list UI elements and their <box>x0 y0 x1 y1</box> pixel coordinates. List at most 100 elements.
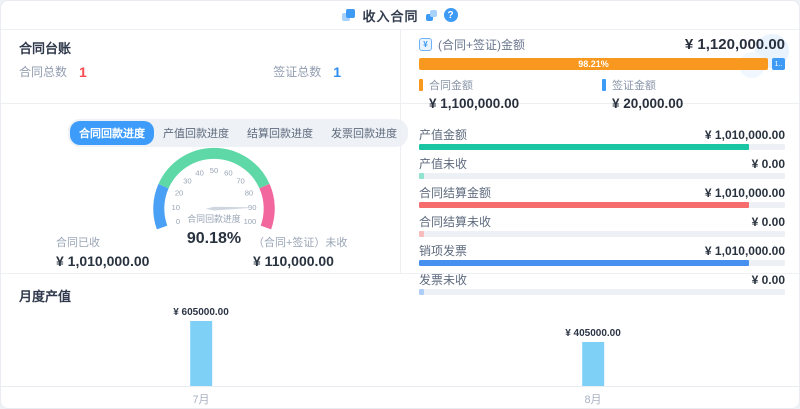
bar-group-august: ¥ 405000.00 <box>565 328 621 386</box>
header: 收入合同 ? <box>1 1 799 30</box>
bar-value-label: ¥ 605000.00 <box>173 307 229 318</box>
stat-value: 1 <box>333 63 341 80</box>
received-label: 合同已收 <box>56 237 100 249</box>
legend-value: ¥ 1,100,000.00 <box>429 96 520 111</box>
progress-track <box>419 173 785 179</box>
bar-august[interactable] <box>582 342 604 386</box>
contract-copy-icon <box>425 9 437 21</box>
row-output-invoice: 销项发票 ¥ 1,010,000.00 <box>419 244 785 266</box>
row-invoice-unreceived: 发票未收 ¥ 0.00 <box>419 273 785 295</box>
horizontal-divider <box>1 103 799 104</box>
unreceived-label: （合同+签证）未收 <box>253 237 348 249</box>
row-value: ¥ 0.00 <box>751 272 785 287</box>
legend-marker <box>419 79 423 91</box>
row-settlement-amount: 合同结算金额 ¥ 1,010,000.00 <box>419 186 785 208</box>
progress-fill <box>419 144 750 150</box>
legend-label: 签证金额 <box>612 80 656 92</box>
row-value: ¥ 1,010,000.00 <box>704 127 785 142</box>
row-label: 合同结算金额 <box>419 186 492 200</box>
progress-track <box>419 144 785 150</box>
legend-contract-amount: 合同金额 ¥ 1,100,000.00 <box>419 77 602 111</box>
tab-output-collection[interactable]: 产值回款进度 <box>163 128 229 140</box>
ledger-stats: 合同总数 1 签证总数 1 <box>19 63 341 80</box>
contract-ratio-percent: 98.21% <box>578 59 609 69</box>
bar-group-july: ¥ 605000.00 <box>173 307 229 386</box>
svg-text:80: 80 <box>245 189 253 198</box>
contract-received: 合同已收 ¥ 1,010,000.00 <box>56 234 149 269</box>
stat-contract-total: 合同总数 1 <box>19 63 87 80</box>
progress-track <box>419 231 785 237</box>
row-label: 产值未收 <box>419 157 468 171</box>
row-output-unreceived: 产值未收 ¥ 0.00 <box>419 157 785 179</box>
svg-text:70: 70 <box>236 177 244 186</box>
monthly-output-chart: ¥ 605000.00 ¥ 405000.00 7月 8月 <box>1 307 799 406</box>
row-output-amount: 产值金额 ¥ 1,010,000.00 <box>419 128 785 150</box>
progress-fill <box>419 260 750 266</box>
row-value: ¥ 0.00 <box>751 156 785 171</box>
amount-icon: ¥ <box>419 37 432 51</box>
stat-visa-total: 签证总数 1 <box>273 63 341 80</box>
progress-fill <box>419 289 425 295</box>
x-axis-label-july: 7月 <box>192 394 210 406</box>
legend-value: ¥ 20,000.00 <box>612 96 684 111</box>
progress-tabs: 合同回款进度 产值回款进度 结算回款进度 发票回款进度 <box>68 119 408 147</box>
svg-text:10: 10 <box>172 203 180 212</box>
monthly-output-title: 月度产值 <box>19 289 72 304</box>
vertical-divider <box>400 30 401 273</box>
unreceived-value: ¥ 110,000.00 <box>253 253 334 269</box>
gauge-title: 合同回款进度 <box>187 213 241 224</box>
row-label: 合同结算未收 <box>419 215 492 229</box>
tab-settlement-collection[interactable]: 结算回款进度 <box>247 128 313 140</box>
stat-value: 1 <box>79 63 87 80</box>
progress-fill <box>419 202 750 208</box>
progress-track <box>419 202 785 208</box>
received-value: ¥ 1,010,000.00 <box>56 253 150 269</box>
svg-text:30: 30 <box>183 177 191 186</box>
progress-fill <box>419 173 425 179</box>
row-label: 产值金额 <box>419 128 468 142</box>
contract-ledger-panel: 合同台账 合同总数 1 签证总数 1 合同回款进度 产值回款进度 结算回款进度 … <box>1 30 408 273</box>
contract-folder-icon <box>342 8 356 22</box>
contract-unreceived: （合同+签证）未收 ¥ 110,000.00 <box>253 234 347 269</box>
svg-text:20: 20 <box>175 189 183 198</box>
legend-marker <box>602 79 606 91</box>
progress-fill <box>419 231 425 237</box>
legend-label: 合同金额 <box>429 80 473 92</box>
row-value: ¥ 1,010,000.00 <box>704 243 785 258</box>
bar-july[interactable] <box>190 321 212 386</box>
row-label: 发票未收 <box>419 273 468 287</box>
amount-legend: 合同金额 ¥ 1,100,000.00 签证金额 ¥ 20,000.00 <box>419 77 785 111</box>
total-amount-value: ¥ 1,120,000.00 <box>684 35 785 53</box>
row-value: ¥ 1,010,000.00 <box>704 185 785 200</box>
metric-rows: 产值金额 ¥ 1,010,000.00 产值未收 ¥ 0.00 合同结算金额 ¥ 1,… <box>419 128 785 295</box>
progress-track <box>419 260 785 266</box>
help-icon[interactable]: ? <box>443 8 458 22</box>
main-area: 合同台账 合同总数 1 签证总数 1 合同回款进度 产值回款进度 结算回款进度 … <box>1 30 799 295</box>
contract-visa-ratio-bar: 98.21% 1.. <box>419 58 785 70</box>
progress-track <box>419 289 785 295</box>
monthly-output-section: 月度产值 ¥ 605000.00 ¥ 405000.00 7月 8月 <box>1 273 799 408</box>
svg-text:50: 50 <box>210 166 218 175</box>
stat-label: 合同总数 <box>19 65 68 79</box>
svg-text:0: 0 <box>176 217 180 226</box>
gauge-needle <box>205 206 259 211</box>
gauge-value: 90.18% <box>186 230 242 247</box>
row-settlement-unreceived: 合同结算未收 ¥ 0.00 <box>419 215 785 237</box>
ledger-title: 合同台账 <box>19 41 72 56</box>
legend-visa-amount: 签证金额 ¥ 20,000.00 <box>602 77 785 111</box>
visa-percent-chip: 1.. <box>772 58 785 70</box>
contract-ratio-segment: 98.21% <box>419 58 768 70</box>
total-amount-row: ¥ (合同+签证)金额 ¥ 1,120,000.00 <box>419 35 785 53</box>
amount-summary-panel: ¥ (合同+签证)金额 ¥ 1,120,000.00 98.21% 1.. 合同… <box>401 30 799 295</box>
svg-text:40: 40 <box>195 169 203 178</box>
x-axis-label-august: 8月 <box>584 394 602 406</box>
svg-text:100: 100 <box>244 217 257 226</box>
bar-value-label: ¥ 405000.00 <box>565 328 621 339</box>
row-label: 销项发票 <box>419 244 468 258</box>
row-value: ¥ 0.00 <box>751 214 785 229</box>
page-title: 收入合同 <box>362 8 419 24</box>
tab-contract-collection[interactable]: 合同回款进度 <box>70 121 154 145</box>
tab-invoice-collection[interactable]: 发票回款进度 <box>331 128 397 140</box>
